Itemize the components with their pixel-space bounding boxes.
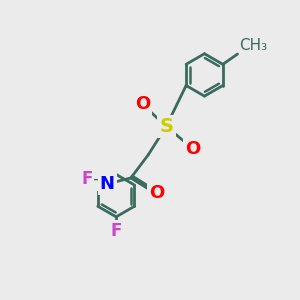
Text: CH₃: CH₃ (239, 38, 267, 52)
Text: F: F (81, 170, 92, 188)
Text: F: F (110, 222, 122, 240)
Text: H: H (90, 172, 102, 190)
Text: S: S (159, 117, 173, 136)
Text: O: O (135, 95, 150, 113)
Text: N: N (100, 175, 115, 193)
Text: O: O (185, 140, 200, 158)
Text: O: O (149, 184, 164, 202)
